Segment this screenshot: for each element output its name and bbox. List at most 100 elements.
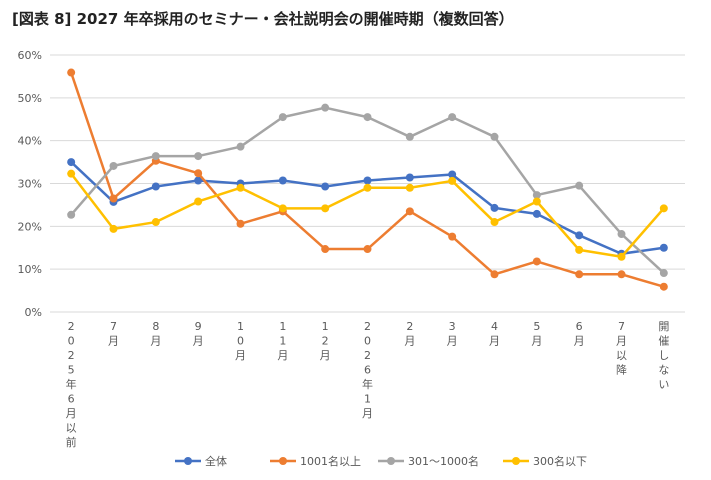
data-point xyxy=(151,182,160,191)
data-point xyxy=(490,218,499,227)
data-point xyxy=(363,245,372,254)
chart-title: [図表 8] 2027 年卒採用のセミナー・会社説明会の開催時期（複数回答） xyxy=(12,10,514,28)
data-point xyxy=(194,152,203,161)
series-2 xyxy=(67,68,668,291)
data-point xyxy=(405,183,414,192)
data-point xyxy=(448,113,457,122)
data-point xyxy=(194,197,203,206)
legend-marker xyxy=(512,457,520,465)
x-tick-label: 2 0 2 5 年 6 月以前 xyxy=(66,320,77,449)
data-point xyxy=(532,197,541,206)
legend-label: 1001名以上 xyxy=(300,454,361,468)
legend-marker xyxy=(184,457,192,465)
data-point xyxy=(659,269,668,278)
legend-item: 300名以下 xyxy=(503,454,587,468)
data-point xyxy=(321,103,330,112)
data-point xyxy=(321,245,330,254)
data-point xyxy=(575,245,584,254)
legend-item: 1001名以上 xyxy=(270,454,361,468)
data-point xyxy=(67,68,76,77)
data-point xyxy=(617,270,626,279)
data-point xyxy=(109,194,118,203)
y-tick-label: 50% xyxy=(18,92,42,105)
y-tick-label: 20% xyxy=(18,220,42,233)
data-point xyxy=(151,218,160,227)
data-point xyxy=(448,176,457,185)
legend-label: 全体 xyxy=(205,454,227,468)
data-point xyxy=(363,176,372,185)
data-point xyxy=(659,204,668,213)
data-point xyxy=(490,132,499,141)
data-point xyxy=(659,282,668,291)
data-point xyxy=(194,169,203,178)
data-point xyxy=(363,113,372,122)
data-point xyxy=(109,224,118,233)
legend-item: 全体 xyxy=(175,454,227,468)
y-tick-label: 0% xyxy=(25,306,42,319)
data-point xyxy=(236,219,245,228)
y-tick-label: 60% xyxy=(18,49,42,62)
series-3 xyxy=(67,103,668,278)
data-point xyxy=(490,270,499,279)
data-point xyxy=(194,176,203,185)
data-point xyxy=(278,204,287,213)
data-point xyxy=(659,243,668,252)
series-line xyxy=(70,161,665,255)
y-tick-label: 10% xyxy=(18,263,42,276)
y-tick-label: 40% xyxy=(18,135,42,148)
data-point xyxy=(278,176,287,185)
data-point xyxy=(405,132,414,141)
data-point xyxy=(151,152,160,161)
legend: 全体 1001名以上 301～1000名 300名以下 xyxy=(175,454,587,468)
data-point xyxy=(575,270,584,279)
data-point xyxy=(575,181,584,190)
y-tick-label: 30% xyxy=(18,178,42,191)
data-point xyxy=(321,204,330,213)
data-point xyxy=(109,161,118,170)
data-point xyxy=(617,252,626,261)
data-point xyxy=(617,230,626,239)
legend-marker xyxy=(279,457,287,465)
x-axis: 2 0 2 5 年 6 月以前 7 月 8 月 9 月 1 0 月 1 1 月 1 2 月 2 0 2 6 年 1 月 2 月 3 月 4 月 5 月 6… xyxy=(66,320,670,449)
data-point xyxy=(321,182,330,191)
series-1 xyxy=(67,158,668,258)
data-point xyxy=(405,207,414,216)
data-point xyxy=(532,257,541,266)
legend-item: 301～1000名 xyxy=(378,454,479,468)
data-point xyxy=(490,203,499,212)
legend-marker xyxy=(387,457,395,465)
data-point xyxy=(67,158,76,167)
data-point xyxy=(278,113,287,122)
data-point xyxy=(67,169,76,178)
series xyxy=(67,68,668,291)
data-point xyxy=(532,191,541,200)
data-point xyxy=(67,210,76,219)
x-tick-label: 開催しない xyxy=(658,320,669,391)
legend-label: 301～1000名 xyxy=(408,454,479,468)
y-axis: 0% 10% 20% 30% 40% 50% 60% xyxy=(18,49,42,319)
data-point xyxy=(236,142,245,151)
data-point xyxy=(448,170,457,179)
series-4 xyxy=(67,169,668,261)
data-point xyxy=(575,231,584,240)
x-tick-label: 7 月以降 xyxy=(616,320,627,377)
data-point xyxy=(236,183,245,192)
data-point xyxy=(532,209,541,218)
data-point xyxy=(363,183,372,192)
legend-label: 300名以下 xyxy=(533,454,587,468)
data-point xyxy=(405,173,414,182)
